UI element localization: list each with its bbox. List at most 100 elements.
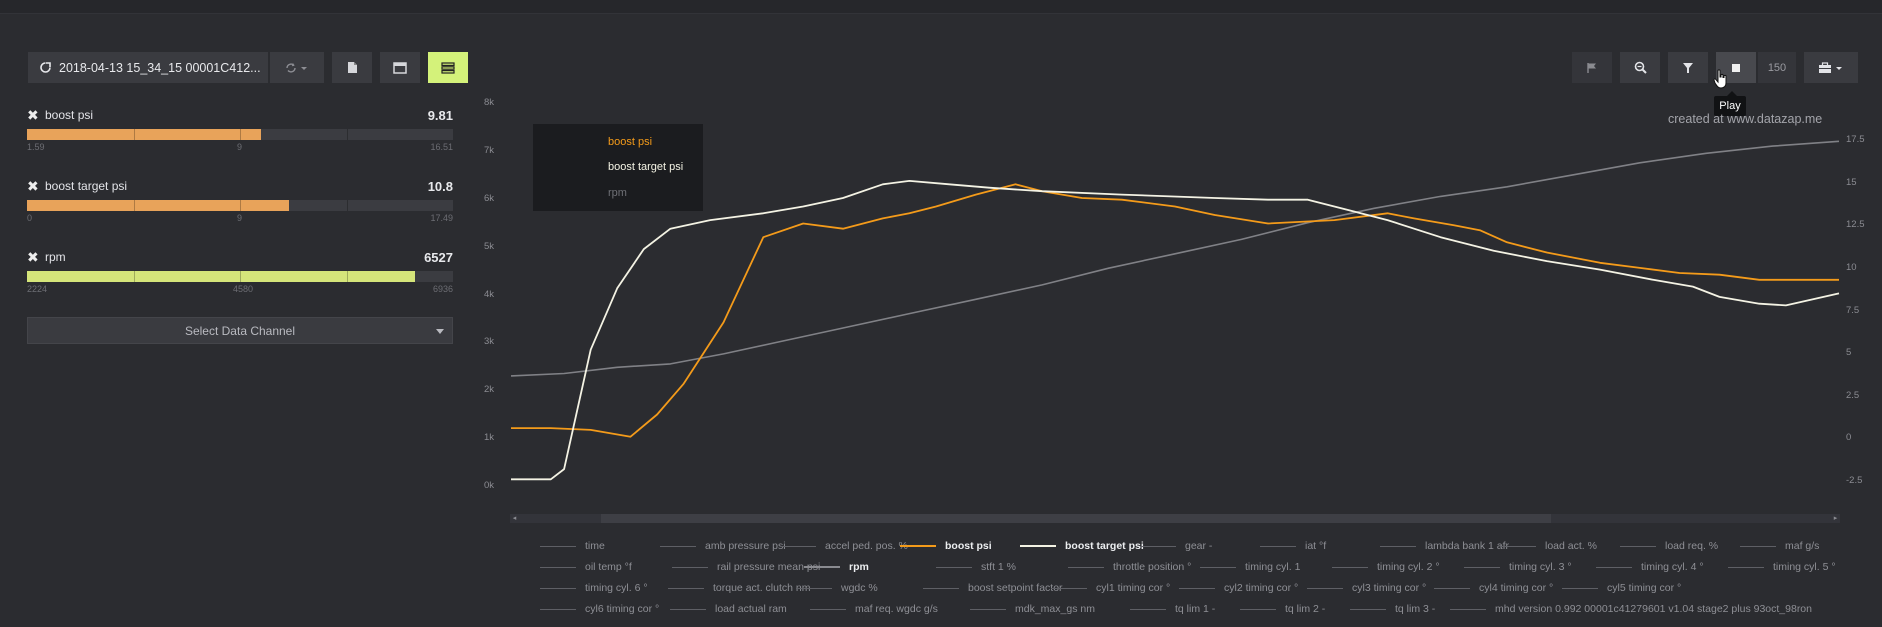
channel-list-item[interactable]: cyl2 timing cor ° — [1179, 582, 1298, 594]
channel-list-item[interactable]: throttle position ° — [1068, 561, 1191, 573]
channel-list-item[interactable]: lambda bank 1 afr — [1380, 540, 1509, 552]
channel-list-item[interactable]: timing cyl. 2 ° — [1332, 561, 1440, 573]
right-tick-label: 0 — [1846, 432, 1852, 444]
flag-button[interactable] — [1571, 51, 1613, 84]
scale-min: 0 — [27, 213, 33, 223]
filter-button[interactable] — [1667, 51, 1709, 84]
series-swatch — [1434, 587, 1470, 589]
scale-min: 1.59 — [27, 142, 45, 152]
channel-list-label: oil temp °f — [585, 561, 632, 573]
channel-value: 9.81 — [427, 107, 453, 123]
channel-name: boost psi — [45, 108, 94, 122]
right-tick-label: -2.5 — [1846, 475, 1863, 486]
channel-list-item[interactable]: timing cyl. 3 ° — [1464, 561, 1572, 573]
select-data-channel-dropdown[interactable]: Select Data Channel — [27, 317, 453, 344]
gauge-tick — [240, 200, 241, 211]
right-tick-label: 5 — [1846, 347, 1852, 359]
channel-list-item[interactable]: maf req. wgdc g/s — [810, 603, 938, 615]
tools-dropdown-button[interactable] — [1803, 51, 1859, 84]
hand-cursor-icon — [1713, 69, 1729, 94]
channel-list-item[interactable]: cyl3 timing cor ° — [1307, 582, 1426, 594]
channel-list-item[interactable]: tq lim 1 - — [1130, 603, 1215, 615]
series-swatch — [1240, 608, 1276, 610]
channel-list-item[interactable]: load req. % — [1620, 540, 1718, 552]
channel-list-item[interactable]: wgdc % — [796, 582, 878, 594]
gauge-tick — [346, 271, 348, 282]
channel-list-item[interactable]: stft 1 % — [936, 561, 1016, 573]
channel-list-label: timing cyl. 2 ° — [1377, 561, 1440, 573]
channel-list-item[interactable]: iat °f — [1260, 540, 1326, 552]
series-swatch — [668, 587, 704, 589]
chart-scrollbar[interactable]: ◂ ▸ — [510, 514, 1840, 523]
remove-channel-icon[interactable]: ✖ — [27, 177, 39, 194]
channel-list-label: boost psi — [945, 540, 992, 552]
stacked-view-button[interactable] — [427, 51, 469, 84]
channel-list-item[interactable]: mdk_max_gs nm — [970, 603, 1095, 615]
channel-list-item[interactable]: cyl1 timing cor ° — [1051, 582, 1170, 594]
scrollbar-thumb[interactable] — [601, 514, 1551, 523]
channel-list-item[interactable]: boost setpoint factor — [923, 582, 1063, 594]
channel-list-label: cyl3 timing cor ° — [1352, 582, 1427, 594]
sync-dropdown-button[interactable] — [269, 51, 325, 84]
channel-list-item[interactable]: load actual ram — [670, 603, 787, 615]
series-swatch — [1051, 587, 1087, 589]
channel-list-item[interactable]: maf g/s — [1740, 540, 1819, 552]
channel-list-label: iat °f — [1305, 540, 1327, 552]
channel-list-label: load act. % — [1545, 540, 1597, 552]
channel-list-item[interactable]: amb pressure psi — [660, 540, 786, 552]
scale-min: 2224 — [27, 284, 48, 294]
channel-list-label: wgdc % — [841, 582, 878, 594]
scroll-left-icon[interactable]: ◂ — [512, 515, 517, 522]
channel-list-item[interactable]: load act. % — [1500, 540, 1597, 552]
series-swatch — [1332, 566, 1368, 568]
channel-list-item[interactable]: oil temp °f — [540, 561, 632, 573]
channel-list-item[interactable]: gear - — [1140, 540, 1212, 552]
channel-list-item[interactable]: mhd version 0.992 00001c41279601 v1.04 s… — [1450, 603, 1812, 615]
channel-list-item[interactable]: boost psi — [900, 540, 992, 552]
channel-list-item[interactable]: timing cyl. 4 ° — [1596, 561, 1704, 573]
scroll-right-icon[interactable]: ▸ — [1833, 515, 1838, 522]
left-tick-label: 2k — [484, 384, 495, 396]
series-swatch — [1020, 545, 1056, 547]
channel-list-item[interactable]: rail pressure mean psi — [672, 561, 820, 573]
series-swatch — [1350, 608, 1386, 610]
scale-mid: 9 — [237, 142, 243, 152]
remove-channel-icon[interactable]: ✖ — [27, 248, 39, 265]
channel-list-item[interactable]: time — [540, 540, 605, 552]
stop-icon — [1731, 63, 1741, 73]
channel-list-item[interactable]: timing cyl. 1 — [1200, 561, 1300, 573]
series-line-boost-psi — [511, 183, 1839, 438]
zoom-button[interactable] — [1619, 51, 1661, 84]
series-swatch — [1179, 587, 1215, 589]
legend-entry-rpm: rpm — [608, 187, 627, 199]
channel-list-label: amb pressure psi — [705, 540, 786, 552]
gauge-tick — [133, 271, 135, 282]
channel-list-item[interactable]: tq lim 3 - — [1350, 603, 1435, 615]
legend-entry-boost-target-psi: boost target psi — [608, 161, 684, 173]
document-button[interactable] — [331, 51, 373, 84]
gauge-tick — [346, 200, 348, 211]
channel-list-label: tq lim 3 - — [1395, 603, 1436, 615]
select-data-channel-label: Select Data Channel — [184, 323, 296, 338]
channel-list-item[interactable]: tq lim 2 - — [1240, 603, 1325, 615]
channel-list-item[interactable]: torque act. clutch nm — [668, 582, 810, 594]
points-count-field[interactable]: 150 — [1757, 51, 1797, 84]
series-swatch — [1307, 587, 1343, 589]
channel-list-item[interactable]: cyl4 timing cor ° — [1434, 582, 1553, 594]
remove-channel-icon[interactable]: ✖ — [27, 106, 39, 123]
channel-list-item[interactable]: timing cyl. 5 ° — [1728, 561, 1836, 573]
channel-progress-fill — [27, 129, 262, 140]
gauge-tick — [346, 129, 348, 140]
log-file-button[interactable]: 2018-04-13 15_34_15 00001C412... — [27, 51, 269, 84]
channel-list-item[interactable]: timing cyl. 6 ° — [540, 582, 648, 594]
series-swatch — [900, 545, 936, 547]
channel-list-item[interactable]: boost target psi — [1020, 540, 1144, 552]
channel-list-item[interactable]: accel ped. pos. % — [780, 540, 908, 552]
channel-list-item[interactable]: cyl5 timing cor ° — [1562, 582, 1681, 594]
channel-progress-fill — [27, 200, 289, 211]
left-tick-label: 1k — [484, 432, 495, 444]
series-swatch — [1260, 545, 1296, 547]
channel-list-item[interactable]: cyl6 timing cor ° — [540, 603, 659, 615]
channel-list-item[interactable]: rpm — [804, 561, 869, 573]
single-view-button[interactable] — [379, 51, 421, 84]
